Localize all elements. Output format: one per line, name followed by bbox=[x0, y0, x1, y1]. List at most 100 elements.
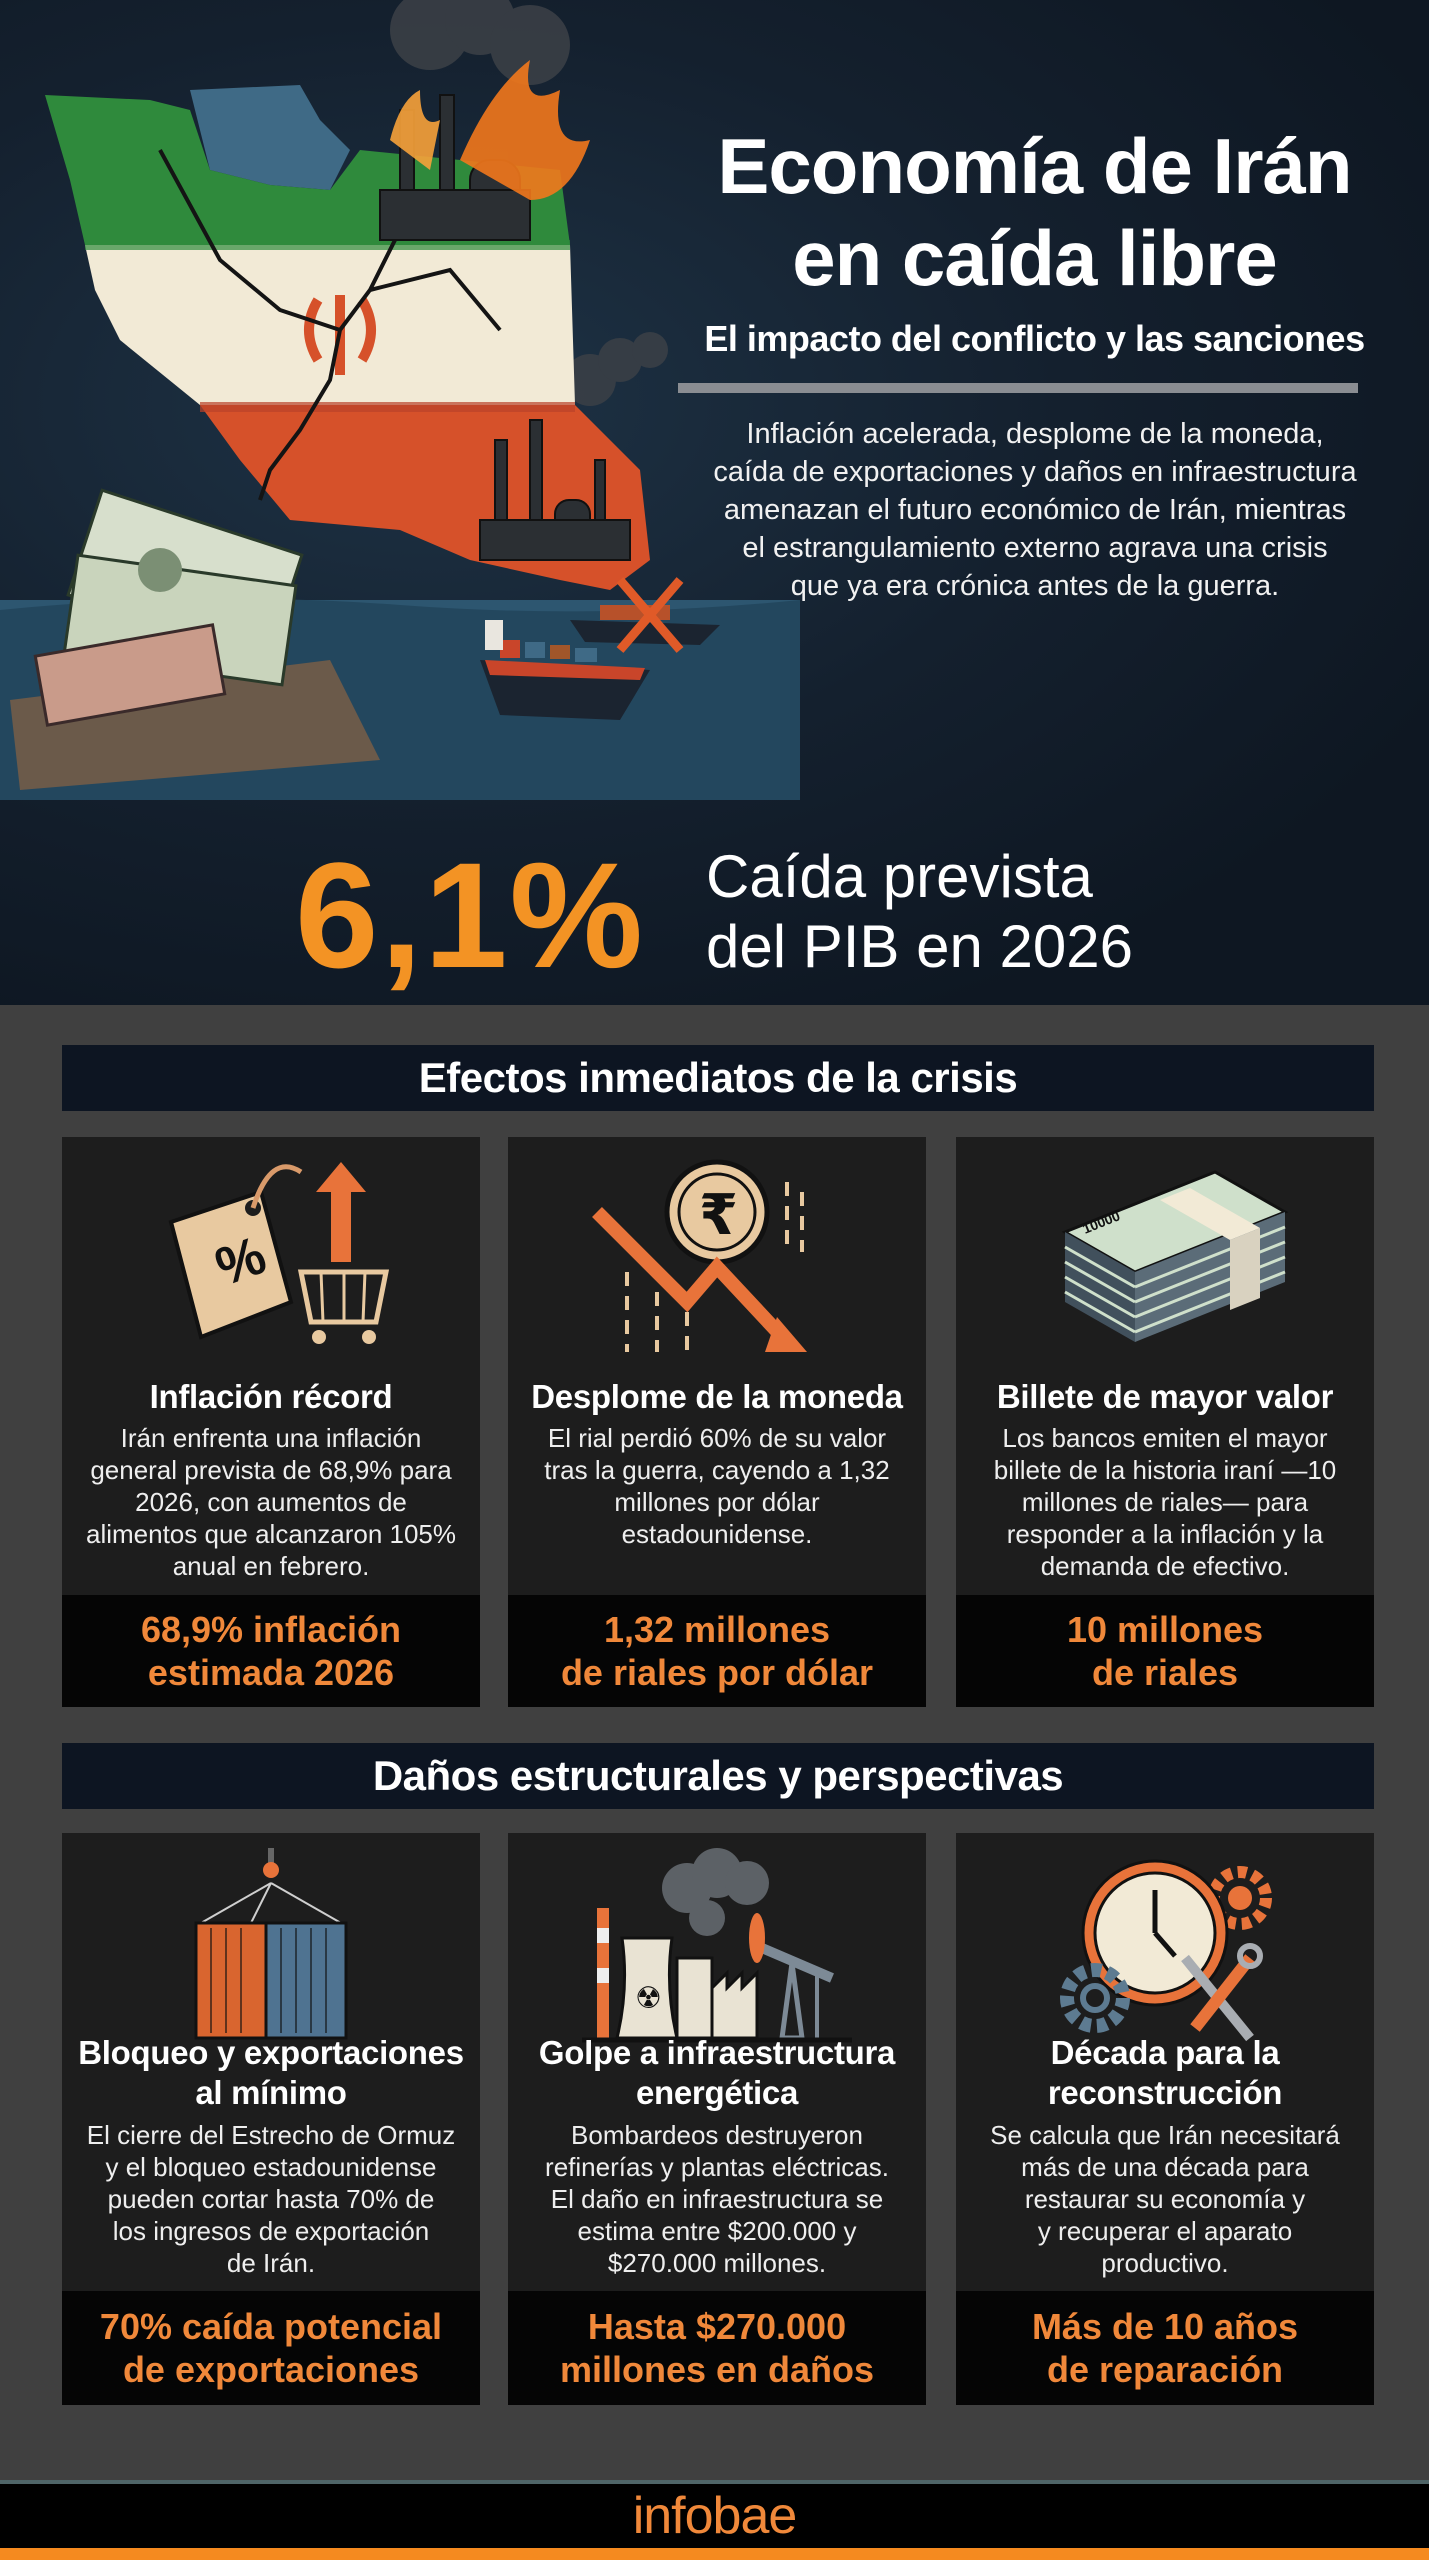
body-line: general prevista de 68,9% para bbox=[90, 1455, 452, 1485]
body-line: alimentos que alcanzaron 105% bbox=[85, 1519, 457, 1549]
gdp-kpi: 6,1% Caída prevista del PIB en 2026 bbox=[0, 830, 1429, 1005]
section-heading-immediate-effects: Efectos inmediatos de la crisis bbox=[62, 1045, 1374, 1111]
card-stat: 68,9% inflación estimada 2026 bbox=[62, 1595, 480, 1707]
body-line: Irán enfrenta una inflación bbox=[120, 1423, 422, 1453]
body-line: 2026, con aumentos de bbox=[135, 1487, 407, 1517]
card-stat: 70% caída potencial de exportaciones bbox=[62, 2291, 480, 2405]
card-body: Los bancos emiten el mayor billete de la… bbox=[956, 1422, 1374, 1582]
stat-line: 1,32 millones bbox=[603, 1609, 831, 1650]
body-line: billete de la historia iraní —10 bbox=[993, 1455, 1337, 1485]
card-title: Golpe a infraestructura energética bbox=[508, 2033, 926, 2113]
intro-line: que ya era crónica antes de la guerra. bbox=[790, 570, 1280, 602]
card-reconstruction: Década para la reconstrucción Se calcula… bbox=[956, 1833, 1374, 2405]
card-title: Década para la reconstrucción bbox=[956, 2033, 1374, 2113]
clock-gears-tools-icon bbox=[1060, 1859, 1272, 2042]
title-line-1: Economía de Irán bbox=[717, 122, 1352, 210]
body-line: y el bloqueo estadounidense bbox=[105, 2152, 437, 2182]
title-line: reconstrucción bbox=[1047, 2074, 1283, 2111]
stat-line: 70% caída potencial bbox=[99, 2306, 443, 2347]
body-line: estadounidense. bbox=[621, 1519, 813, 1549]
body-line: demanda de efectivo. bbox=[1040, 1551, 1290, 1581]
cargo-ship-icon bbox=[480, 620, 650, 720]
page-title: Economía de Irán en caída libre bbox=[640, 120, 1429, 304]
page-subtitle: El impacto del conflicto y las sanciones bbox=[704, 318, 1365, 359]
svg-text:₹: ₹ bbox=[699, 1183, 738, 1248]
kpi-label: Caída prevista del PIB en 2026 bbox=[706, 842, 1133, 982]
blocked-ship-icon bbox=[570, 577, 720, 653]
stat-line: de riales por dólar bbox=[560, 1652, 874, 1693]
body-line: de Irán. bbox=[226, 2248, 316, 2278]
body-line: El daño en infraestructura se bbox=[550, 2184, 884, 2214]
body-line: El rial perdió 60% de su valor bbox=[547, 1423, 887, 1453]
svg-text:☢: ☢ bbox=[635, 1981, 662, 2016]
stat-line: Más de 10 años bbox=[1031, 2306, 1299, 2347]
icon-area: ☢ bbox=[508, 1833, 926, 2063]
body-line: tras la guerra, cayendo a 1,32 bbox=[544, 1455, 890, 1485]
title-line: energética bbox=[635, 2074, 799, 2111]
body-line: restaurar su economía y bbox=[1024, 2184, 1306, 2214]
content-panel: Efectos inmediatos de la crisis % Inflac… bbox=[0, 1005, 1429, 2480]
footer-divider bbox=[0, 2480, 1429, 2484]
body-line: Se calcula que Irán necesitará bbox=[990, 2120, 1340, 2150]
card-inflation: % Inflación récord Irán enfrenta una inf… bbox=[62, 1137, 480, 1707]
card-title: Billete de mayor valor bbox=[996, 1378, 1334, 1415]
stat-line: de reparación bbox=[1046, 2349, 1284, 2390]
stat-line: de riales bbox=[1091, 1652, 1239, 1693]
title-line: Golpe a infraestructura bbox=[538, 2034, 896, 2071]
crack-lines bbox=[158, 149, 502, 501]
stat-line: millones en daños bbox=[559, 2349, 875, 2390]
intro-line: caída de exportaciones y daños en infrae… bbox=[713, 456, 1357, 488]
stat-line: estimada 2026 bbox=[147, 1652, 395, 1693]
title-line-2: en caída libre bbox=[792, 214, 1278, 302]
stat-line: 10 millones bbox=[1066, 1609, 1264, 1650]
hero-section: Economía de Irán en caída libre El impac… bbox=[0, 0, 1429, 1005]
card-title: Desplome de la moneda bbox=[531, 1378, 903, 1415]
card-title: Inflación récord bbox=[149, 1378, 393, 1415]
kpi-label-line-1: Caída prevista bbox=[706, 843, 1093, 910]
title-line: Bloqueo y exportaciones bbox=[78, 2034, 464, 2071]
card-body: Se calcula que Irán necesitará más de un… bbox=[956, 2119, 1374, 2279]
body-line: y recuperar el aparato bbox=[1037, 2216, 1293, 2246]
title-line: al mínimo bbox=[195, 2074, 347, 2111]
stat-line: Hasta $270.000 bbox=[587, 2306, 847, 2347]
intro-text: Inflación acelerada, desplome de la mone… bbox=[660, 415, 1410, 605]
body-line: El cierre del Estrecho de Ormuz bbox=[86, 2120, 456, 2150]
shipping-container-icon bbox=[194, 1848, 348, 2040]
stat-line: de exportaciones bbox=[122, 2349, 420, 2390]
body-line: estima entre $200.000 y bbox=[577, 2216, 857, 2246]
card-title: Bloqueo y exportaciones al mínimo bbox=[62, 2033, 480, 2113]
card-currency: ₹ Desplome de la moneda El rial perdió 6… bbox=[508, 1137, 926, 1707]
brand-logo: infobae bbox=[632, 2487, 798, 2545]
fire-icon bbox=[390, 60, 590, 200]
title-divider bbox=[678, 383, 1358, 393]
card-stat: 10 millones de riales bbox=[956, 1595, 1374, 1707]
icon-area bbox=[62, 1833, 480, 2063]
intro-line: el estrangulamiento externo agrava una c… bbox=[742, 532, 1328, 564]
icon-area: 10000 bbox=[956, 1137, 1374, 1367]
price-tag-cart-icon: % bbox=[168, 1162, 390, 1344]
footer-accent-bar bbox=[0, 2548, 1429, 2560]
stat-line: 68,9% inflación bbox=[140, 1609, 402, 1650]
power-plant-icon: ☢ bbox=[582, 1848, 852, 2043]
intro-line: Inflación acelerada, desplome de la mone… bbox=[746, 418, 1324, 450]
card-stat: Hasta $270.000 millones en daños bbox=[508, 2291, 926, 2405]
broken-banknotes-icon bbox=[10, 488, 380, 790]
kpi-label-line-2: del PIB en 2026 bbox=[706, 913, 1134, 980]
card-body: Bombardeos destruyeron refinerías y plan… bbox=[508, 2119, 926, 2279]
body-line: Bombardeos destruyeron bbox=[571, 2120, 863, 2150]
card-body: El rial perdió 60% de su valor tras la g… bbox=[508, 1422, 926, 1550]
body-line: responder a la inflación y la bbox=[1006, 1519, 1324, 1549]
banknote-stack-icon: 10000 bbox=[1061, 1170, 1289, 1342]
card-banknote: 10000 Billete de mayor valor Los bancos … bbox=[956, 1137, 1374, 1707]
intro-line: amenazan el futuro económico de Irán, mi… bbox=[723, 494, 1347, 526]
body-line: millones por dólar bbox=[614, 1487, 820, 1517]
body-line: productivo. bbox=[1101, 2248, 1229, 2278]
kpi-value: 6,1% bbox=[295, 831, 645, 999]
currency-crash-icon: ₹ bbox=[592, 1159, 807, 1352]
card-exports: Bloqueo y exportaciones al mínimo El cie… bbox=[62, 1833, 480, 2405]
body-line: millones de riales— para bbox=[1021, 1487, 1309, 1517]
card-stat: 1,32 millones de riales por dólar bbox=[508, 1595, 926, 1707]
body-line: refinerías y plantas eléctricas. bbox=[545, 2152, 889, 2182]
icon-area: % bbox=[62, 1137, 480, 1367]
icon-area bbox=[956, 1833, 1374, 2063]
